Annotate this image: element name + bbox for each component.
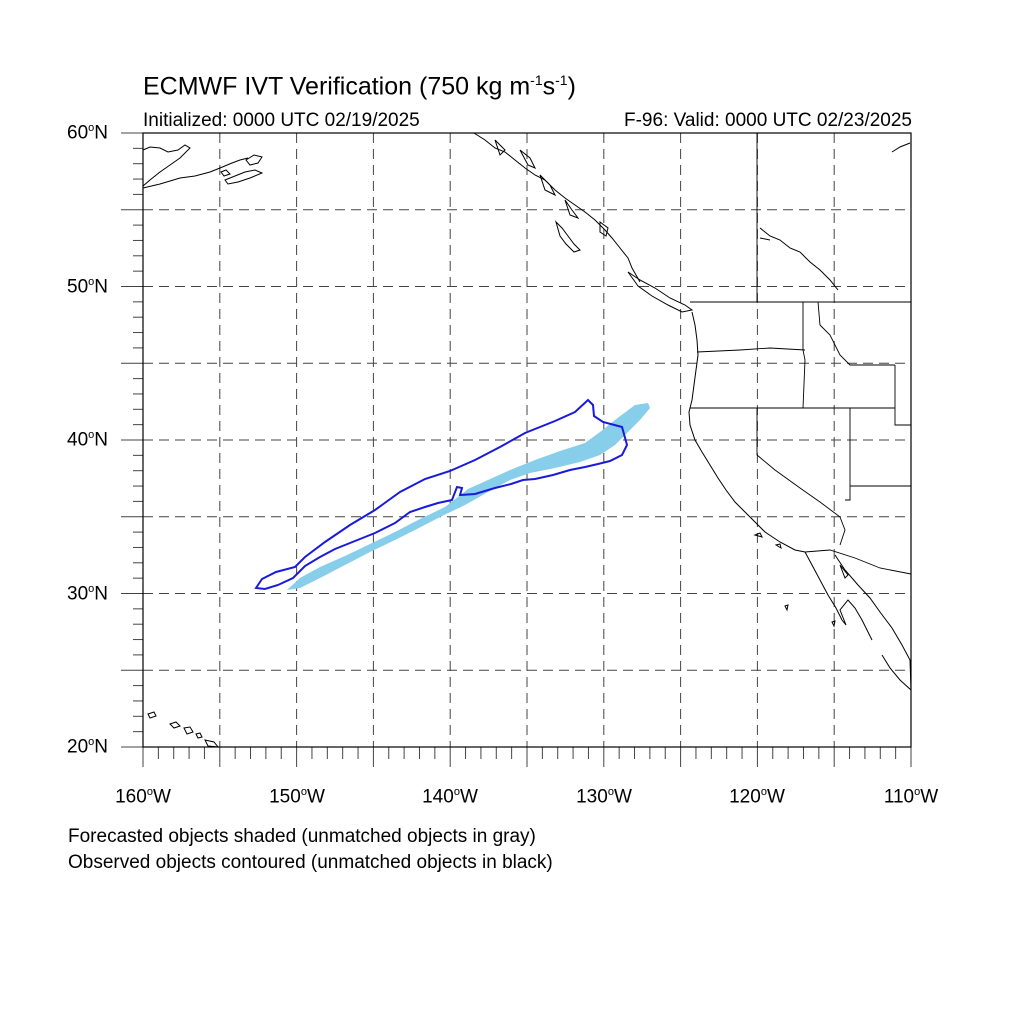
forecast-note: Forecasted objects shaded (unmatched obj… — [68, 826, 536, 847]
lat-label-40: 40oN — [67, 429, 108, 451]
hawaii-islands — [147, 711, 157, 719]
lon-label-110: 110oW — [883, 786, 939, 808]
lat-label-50: 50oN — [67, 276, 108, 298]
kodiak-island — [224, 169, 264, 185]
mexico-mainland-coast — [834, 554, 912, 691]
coastlines — [142, 132, 912, 748]
haida-gwaii — [554, 220, 581, 253]
us-west-coast — [688, 311, 806, 553]
id-mt-border — [817, 301, 895, 366]
valid-time: F-96: Valid: 0000 UTC 02/23/2025 — [624, 110, 912, 131]
political-borders — [690, 133, 912, 575]
us-mexico-border — [804, 549, 912, 575]
grid-lines — [143, 133, 911, 747]
lat-label-30: 30oN — [67, 583, 108, 605]
wa-id-border — [802, 302, 806, 409]
tick-marks — [121, 132, 912, 767]
alaska-peninsula — [142, 157, 249, 189]
observed-note: Observed objects contoured (unmatched ob… — [68, 852, 553, 873]
wa-or-border — [696, 347, 806, 353]
observed-object — [254, 398, 629, 591]
ca-nv-border — [756, 408, 841, 518]
forecast-object — [287, 403, 650, 590]
map-title: ECMWF IVT Verification (750 kg m-1s-1) — [143, 72, 576, 101]
lat-label-20: 20oN — [67, 736, 108, 758]
lon-label-150: 150oW — [269, 786, 325, 808]
initialized-time: Initialized: 0000 UTC 02/19/2025 — [143, 110, 420, 131]
lon-label-130: 130oW — [576, 786, 632, 808]
panhandle-coast — [473, 132, 641, 283]
lon-label-160: 160oW — [115, 786, 171, 808]
alaska-coast — [142, 144, 191, 187]
nv-ut-border — [845, 408, 851, 501]
lon-label-120: 120oW — [729, 786, 785, 808]
vancouver-island — [627, 271, 694, 313]
lon-label-140: 140oW — [422, 786, 478, 808]
map-frame — [142, 132, 912, 748]
baja-coast — [804, 551, 873, 641]
lat-label-60: 60oN — [67, 122, 108, 144]
